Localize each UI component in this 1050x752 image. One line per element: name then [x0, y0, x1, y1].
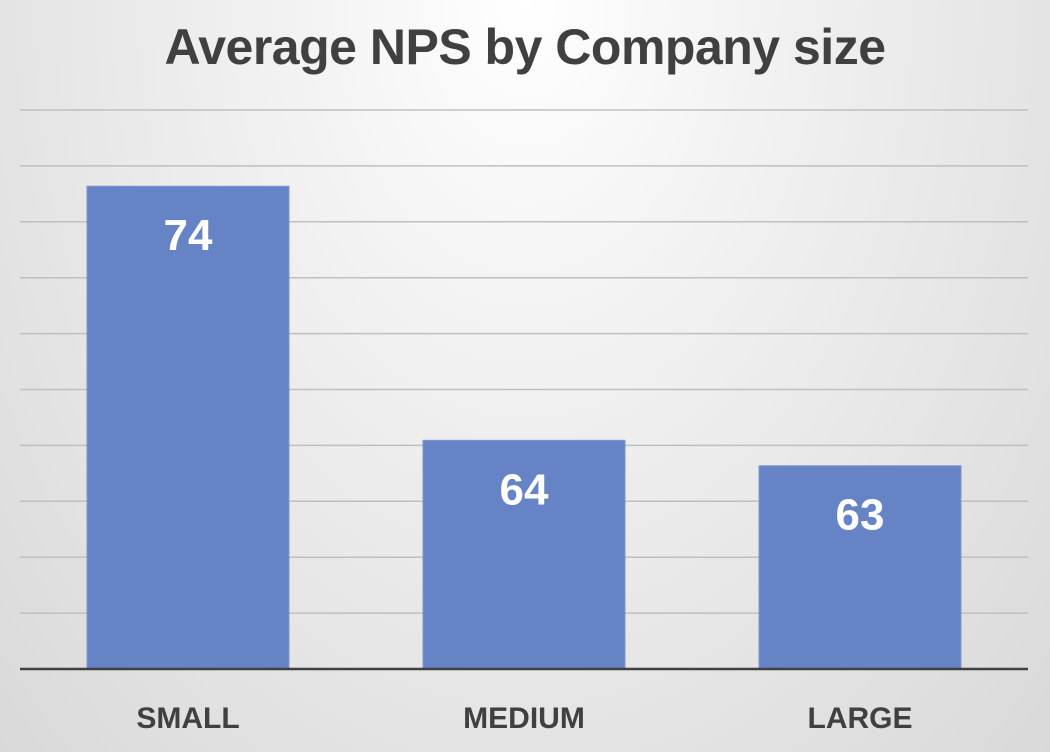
data-label-medium: 64	[500, 465, 549, 514]
x-tick-label-small: SMALL	[136, 702, 239, 735]
x-tick-label-medium: MEDIUM	[463, 702, 585, 735]
chart-title: Average NPS by Company size	[164, 19, 886, 75]
x-tick-label-large: LARGE	[808, 702, 913, 735]
data-label-large: 63	[836, 491, 885, 540]
bar-medium	[422, 439, 626, 670]
bar-small	[86, 185, 290, 670]
data-label-small: 74	[164, 211, 213, 260]
bar-large	[758, 465, 962, 670]
